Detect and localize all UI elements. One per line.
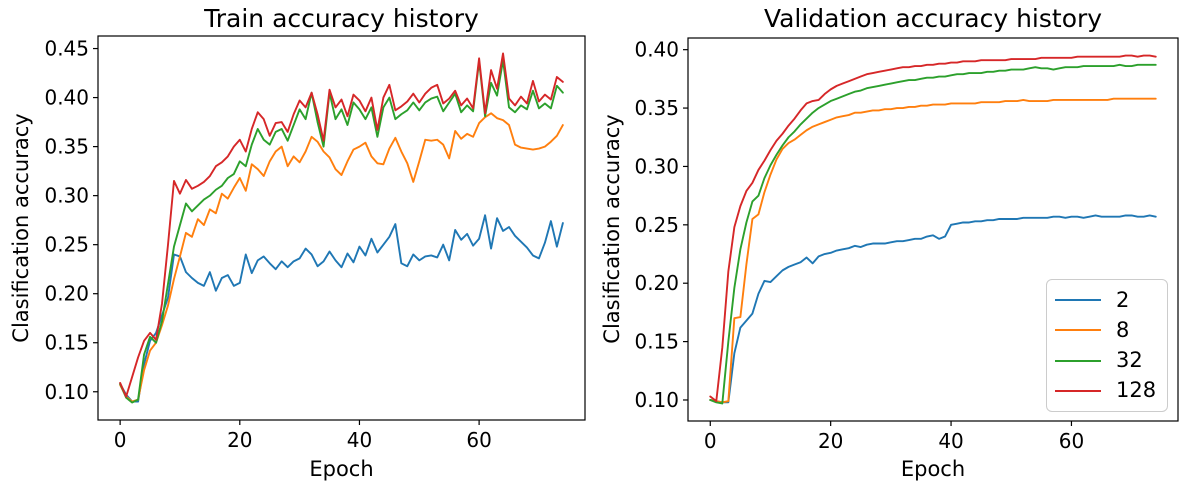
legend-line-icon — [1055, 299, 1101, 302]
train-y-tick-label: 0.10 — [44, 380, 89, 404]
train-y-tick-label: 0.25 — [44, 233, 89, 257]
validation-y-tick-label: 0.15 — [634, 330, 679, 354]
train-x-tick-label: 40 — [347, 428, 372, 452]
legend-item-128: 128 — [1055, 380, 1159, 401]
train-y-axis-label: Clasification accuracy — [9, 113, 33, 343]
validation-series-8-line — [709, 97, 1157, 404]
legend: 2 8 32 128 — [1046, 279, 1168, 412]
legend-line-icon — [1055, 389, 1101, 392]
train-series-2-line — [119, 214, 564, 403]
legend-item-32: 32 — [1055, 350, 1159, 371]
validation-series-32-line — [709, 63, 1157, 405]
validation-series-2-line — [709, 214, 1157, 404]
train-series-128-line — [119, 52, 564, 398]
train-plot-area: 0 20 40 60 0.10 0.15 0.20 0.25 0.30 0.35 0.40 0.45 — [44, 35, 586, 452]
validation-series-128-line — [709, 54, 1157, 403]
train-x-axis-label: Epoch — [309, 457, 374, 481]
validation-y-tick-label: 0.40 — [634, 38, 679, 62]
train-x-tick-label: 20 — [227, 428, 252, 452]
validation-plot-area: 0 20 40 60 0.10 0.15 0.20 0.25 0.30 0.35 0.40 — [634, 37, 1179, 453]
validation-x-tick-label: 20 — [818, 429, 843, 453]
train-y-tick-label: 0.35 — [44, 135, 89, 159]
validation-chart-title: Validation accuracy history — [763, 4, 1103, 33]
validation-x-tick-label: 40 — [938, 429, 963, 453]
train-y-tick-label: 0.45 — [44, 37, 89, 61]
train-chart-title: Train accuracy history — [204, 4, 479, 33]
validation-x-tick-label: 60 — [1059, 429, 1084, 453]
validation-x-tick-label: 0 — [704, 429, 717, 453]
train-y-tick-label: 0.15 — [44, 331, 89, 355]
validation-y-tick-label: 0.35 — [634, 96, 679, 120]
validation-x-axis-label: Epoch — [900, 457, 966, 481]
validation-y-axis-label: Clasification accuracy — [600, 114, 624, 344]
train-x-tick-label: 60 — [466, 428, 491, 452]
validation-y-tick-label: 0.25 — [634, 213, 679, 237]
legend-item-label: 2 — [1116, 287, 1130, 312]
legend-item-label: 128 — [1116, 378, 1157, 403]
legend-item-label: 8 — [1116, 317, 1130, 342]
train-x-tick-label: 0 — [114, 428, 127, 452]
validation-axes-frame — [687, 37, 1179, 422]
legend-item-2: 2 — [1055, 287, 1159, 312]
validation-y-tick-label: 0.20 — [634, 271, 679, 295]
train-series-32-line — [119, 59, 564, 404]
train-y-tick-label: 0.40 — [44, 86, 89, 110]
legend-item-8: 8 — [1055, 317, 1159, 342]
train-series-8-line — [119, 112, 564, 403]
train-y-tick-label: 0.20 — [44, 282, 89, 306]
legend-item-label: 32 — [1116, 348, 1143, 373]
legend-line-icon — [1055, 359, 1101, 362]
train-y-tick-label: 0.30 — [44, 184, 89, 208]
train-axes-frame — [97, 35, 586, 421]
validation-y-tick-label: 0.30 — [634, 154, 679, 178]
legend-line-icon — [1055, 329, 1101, 332]
validation-y-tick-label: 0.10 — [634, 388, 679, 412]
